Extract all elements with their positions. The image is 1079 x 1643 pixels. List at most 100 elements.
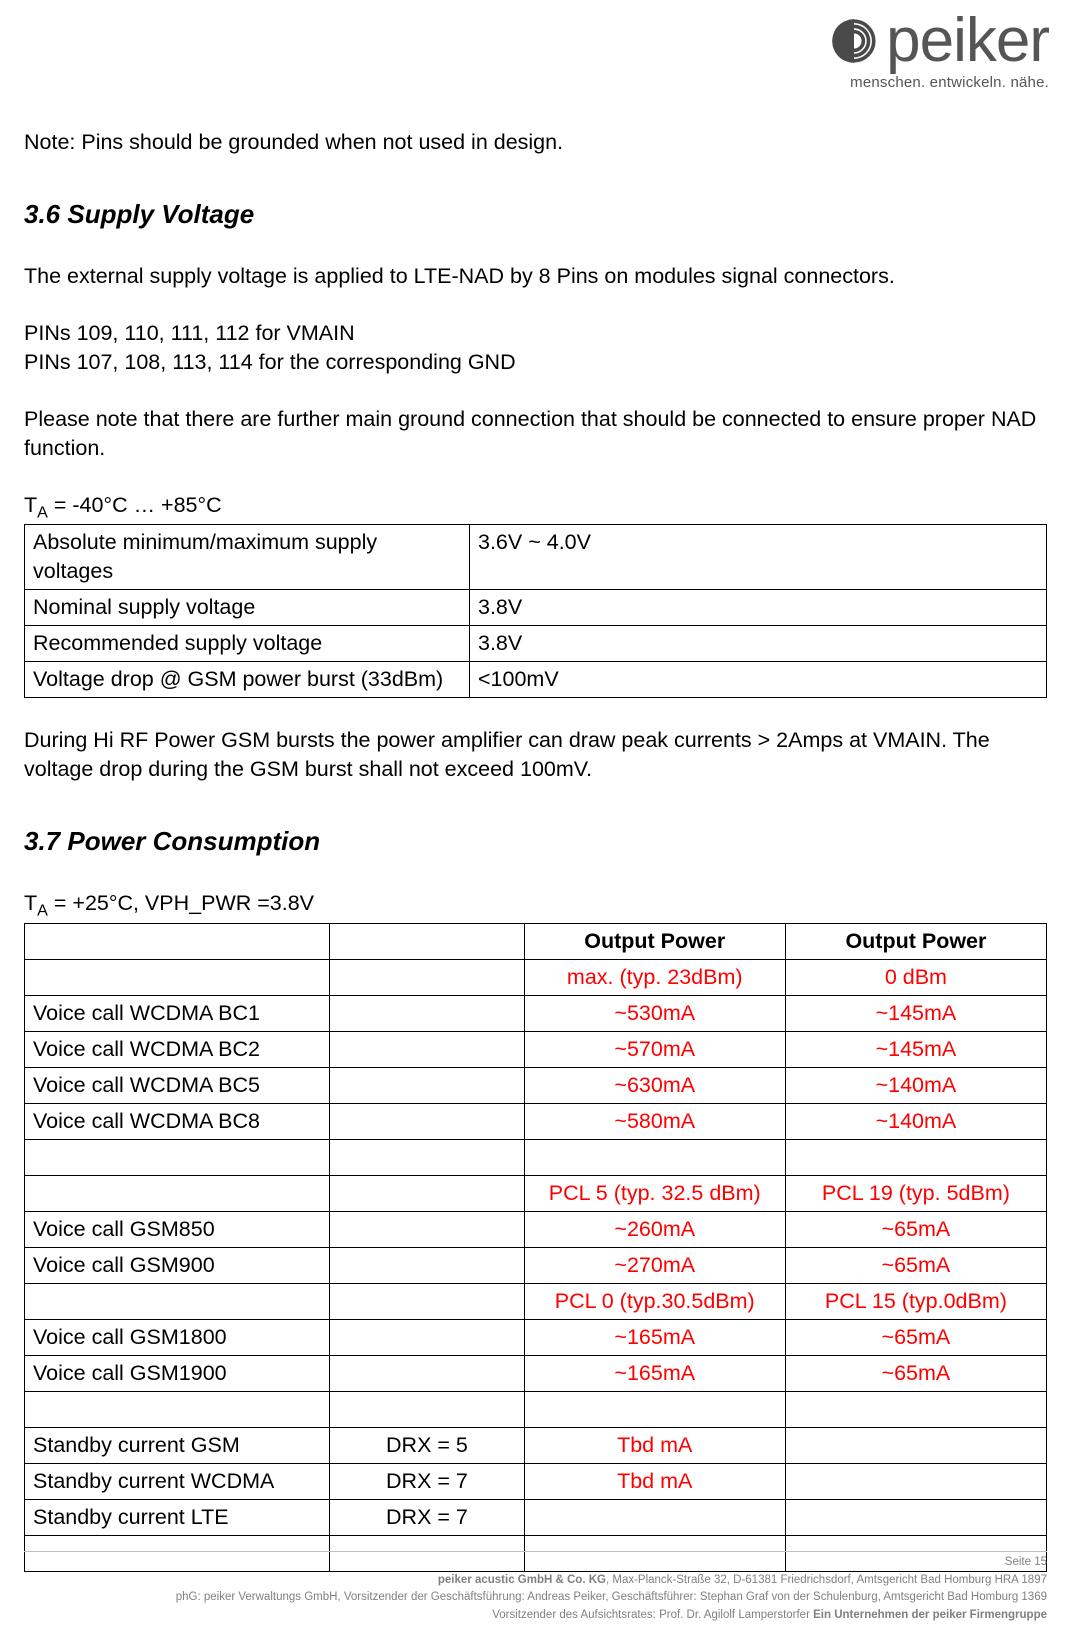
table-row: Voice call WCDMA BC2 ~570mA~145mA	[25, 1031, 1047, 1067]
logo-tagline: menschen. entwickeln. nähe.	[828, 74, 1049, 91]
table-cell: ~270mA	[524, 1247, 785, 1283]
table-cell: Voice call GSM850	[25, 1211, 330, 1247]
table-cell	[785, 1391, 1046, 1427]
table-row: max. (typ. 23dBm)0 dBm	[25, 959, 1047, 995]
table-cell: max. (typ. 23dBm)	[524, 959, 785, 995]
section-3-7-title: 3.7 Power Consumption	[24, 824, 1047, 859]
table-cell: ~145mA	[785, 1031, 1046, 1067]
table-cell: Voice call GSM1800	[25, 1319, 330, 1355]
table-cell: ~145mA	[785, 995, 1046, 1031]
table-row: Absolute minimum/maximum supply voltages…	[25, 525, 1047, 590]
table-cell: DRX = 7	[330, 1463, 524, 1499]
table-cell: ~65mA	[785, 1355, 1046, 1391]
pins-gnd: PINs 107, 108, 113, 114 for the correspo…	[24, 348, 1047, 377]
table-row: Voice call GSM1900 ~165mA~65mA	[25, 1355, 1047, 1391]
pins-vmain: PINs 109, 110, 111, 112 for VMAIN	[24, 319, 1047, 348]
table-row: Voice call WCDMA BC5 ~630mA~140mA	[25, 1067, 1047, 1103]
logo-text: peiker	[886, 10, 1049, 72]
supply-intro: The external supply voltage is applied t…	[24, 262, 1047, 291]
table-cell: ~260mA	[524, 1211, 785, 1247]
table-cell: DRX = 5	[330, 1427, 524, 1463]
table-cell: ~530mA	[524, 995, 785, 1031]
table-header-row: Output PowerOutput Power	[25, 923, 1047, 959]
table-cell	[330, 995, 524, 1031]
table-cell: PCL 0 (typ.30.5dBm)	[524, 1283, 785, 1319]
table-row: Recommended supply voltage3.8V	[25, 626, 1047, 662]
table-cell	[330, 959, 524, 995]
table-cell: ~165mA	[524, 1319, 785, 1355]
table-cell: ~630mA	[524, 1067, 785, 1103]
table-cell: Voice call WCDMA BC2	[25, 1031, 330, 1067]
table-row: Voice call WCDMA BC1 ~530mA~145mA	[25, 995, 1047, 1031]
table-cell: ~65mA	[785, 1319, 1046, 1355]
table-row: Voice call GSM850 ~260mA~65mA	[25, 1211, 1047, 1247]
voltage-param: Nominal supply voltage	[25, 590, 470, 626]
table-cell	[330, 1175, 524, 1211]
table-cell	[330, 1211, 524, 1247]
voltage-value: 3.8V	[470, 626, 1047, 662]
table-cell: PCL 15 (typ.0dBm)	[785, 1283, 1046, 1319]
table-cell: Tbd mA	[524, 1427, 785, 1463]
table-cell	[785, 1499, 1046, 1535]
section-3-6-title: 3.6 Supply Voltage	[24, 197, 1047, 232]
table-cell: Voice call GSM1900	[25, 1355, 330, 1391]
table-cell	[25, 1283, 330, 1319]
peiker-logo: peiker menschen. entwickeln. nähe.	[828, 10, 1049, 91]
table-header-cell: Output Power	[785, 923, 1046, 959]
table-cell	[524, 1391, 785, 1427]
table-cell	[330, 1319, 524, 1355]
table-cell: ~140mA	[785, 1067, 1046, 1103]
voltage-value: <100mV	[470, 662, 1047, 698]
table-cell: Voice call WCDMA BC8	[25, 1103, 330, 1139]
ground-note: Please note that there are further main …	[24, 405, 1047, 463]
table-cell	[785, 1463, 1046, 1499]
table-row: Standby current GSMDRX = 5Tbd mA	[25, 1427, 1047, 1463]
table-cell	[785, 1139, 1046, 1175]
table-row: Voltage drop @ GSM power burst (33dBm)<1…	[25, 662, 1047, 698]
table-row: Voice call WCDMA BC8 ~580mA~140mA	[25, 1103, 1047, 1139]
table-cell	[524, 1139, 785, 1175]
table-cell	[330, 1283, 524, 1319]
table-row	[25, 1391, 1047, 1427]
page-footer: Seite 15 peiker acustic GmbH & Co. KG, M…	[24, 1551, 1047, 1625]
table-cell: ~140mA	[785, 1103, 1046, 1139]
voltage-param: Absolute minimum/maximum supply voltages	[25, 525, 470, 590]
table-cell	[330, 1355, 524, 1391]
table-cell: PCL 5 (typ. 32.5 dBm)	[524, 1175, 785, 1211]
table-header-cell	[25, 923, 330, 959]
table-cell	[330, 1067, 524, 1103]
table-cell	[785, 1427, 1046, 1463]
table-cell	[330, 1139, 524, 1175]
table-row: Voice call GSM900 ~270mA~65mA	[25, 1247, 1047, 1283]
voltage-value: 3.8V	[470, 590, 1047, 626]
table-row: Standby current LTEDRX = 7	[25, 1499, 1047, 1535]
table-cell: PCL 19 (typ. 5dBm)	[785, 1175, 1046, 1211]
table-cell	[330, 1391, 524, 1427]
table-header-cell	[330, 923, 524, 959]
table-cell	[330, 1031, 524, 1067]
table-row: PCL 0 (typ.30.5dBm)PCL 15 (typ.0dBm)	[25, 1283, 1047, 1319]
table-cell	[330, 1247, 524, 1283]
footer-line-3: Vorsitzender des Aufsichtsrates: Prof. D…	[24, 1607, 1047, 1625]
table-row	[25, 1139, 1047, 1175]
table-cell: ~165mA	[524, 1355, 785, 1391]
power-conditions: TA = +25°C, VPH_PWR =3.8V	[24, 889, 1047, 922]
temperature-range: TA = -40°C … +85°C	[24, 491, 1047, 524]
footer-line-1: peiker acustic GmbH & Co. KG, Max-Planck…	[24, 1572, 1047, 1590]
table-cell: ~570mA	[524, 1031, 785, 1067]
table-cell: ~65mA	[785, 1211, 1046, 1247]
table-cell	[25, 1391, 330, 1427]
voltage-table: Absolute minimum/maximum supply voltages…	[24, 524, 1047, 698]
table-cell: Voice call GSM900	[25, 1247, 330, 1283]
table-cell: Standby current LTE	[25, 1499, 330, 1535]
voltage-param: Recommended supply voltage	[25, 626, 470, 662]
table-cell	[25, 1139, 330, 1175]
footer-page-number: Seite 15	[24, 1554, 1047, 1572]
burst-note: During Hi RF Power GSM bursts the power …	[24, 726, 1047, 784]
table-cell: Tbd mA	[524, 1463, 785, 1499]
table-cell	[524, 1499, 785, 1535]
table-row: Standby current WCDMADRX = 7Tbd mA	[25, 1463, 1047, 1499]
voltage-param: Voltage drop @ GSM power burst (33dBm)	[25, 662, 470, 698]
table-row: Voice call GSM1800 ~165mA~65mA	[25, 1319, 1047, 1355]
table-cell: DRX = 7	[330, 1499, 524, 1535]
